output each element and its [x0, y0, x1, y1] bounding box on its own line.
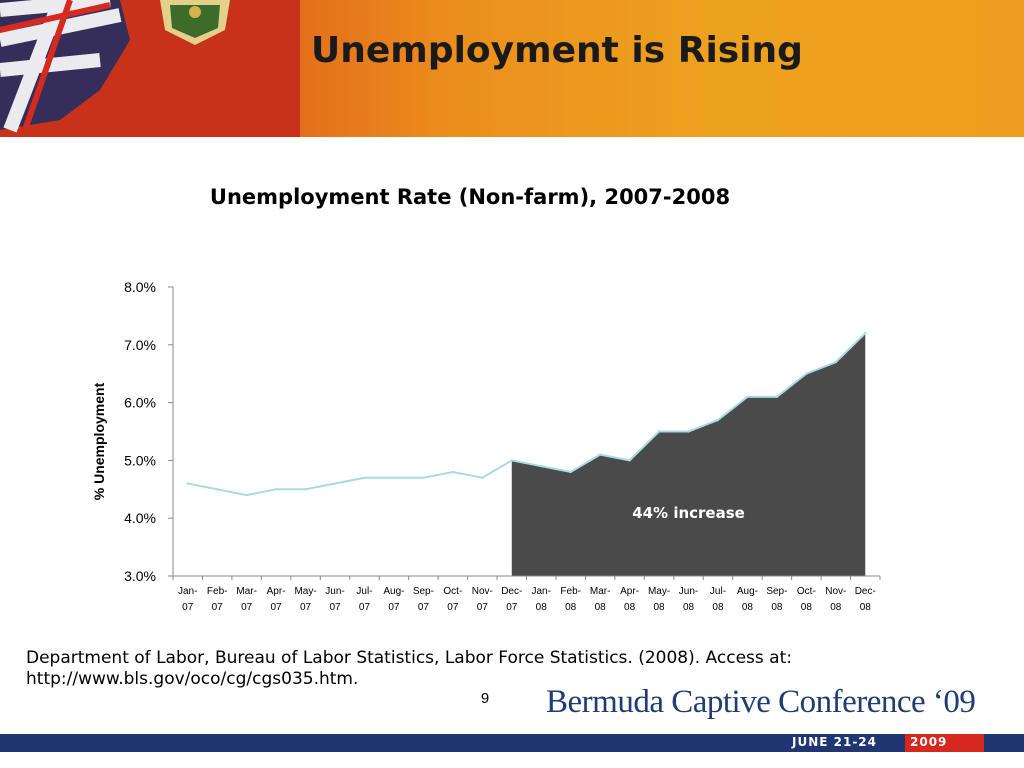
- data-point: [245, 493, 248, 497]
- x-tick-label-year: 08: [860, 602, 872, 613]
- x-tick-label-year: 07: [447, 602, 459, 613]
- y-tick-label: 7.0%: [124, 337, 156, 353]
- x-tick-label-year: 07: [329, 602, 341, 613]
- increase-area: [511, 333, 866, 576]
- x-tick-label: Aug-: [383, 586, 404, 597]
- x-tick-label: Sep-: [766, 586, 787, 597]
- y-tick-label: 3.0%: [124, 568, 156, 584]
- data-point: [510, 459, 513, 462]
- x-tick-label-year: 08: [742, 602, 754, 613]
- data-point: [864, 332, 867, 335]
- data-point: [628, 459, 631, 462]
- citation-line-2: http://www.bls.gov/oco/cg/cgs035.htm.: [26, 669, 359, 689]
- chart-title: Unemployment Rate (Non-farm), 2007-2008: [209, 185, 731, 209]
- page-number: 9: [480, 690, 490, 707]
- conference-dates: JUNE 21-24: [792, 735, 878, 749]
- data-point: [215, 488, 219, 491]
- bermuda-flag-image: [0, 0, 300, 137]
- citation-line-1: Department of Labor, Bureau of Labor Sta…: [26, 648, 792, 668]
- x-tick-label-year: 08: [801, 602, 813, 613]
- x-tick-label: Nov-: [825, 586, 846, 597]
- x-tick-label-year: 08: [654, 602, 666, 613]
- data-point: [392, 476, 396, 479]
- data-point: [540, 464, 543, 468]
- x-tick-label-year: 08: [712, 602, 724, 613]
- unemployment-chart: 3.0% 4.0% 5.0% 6.0% 7.0% 8.0% Jan- 07 Feb- 07 Mar-…: [91, 279, 881, 613]
- x-tick-label: May-: [648, 586, 670, 597]
- x-tick-label-year: 07: [388, 602, 400, 613]
- data-point: [775, 395, 779, 399]
- x-tick-label: Feb-: [560, 586, 581, 597]
- y-tick-label: 6.0%: [124, 395, 156, 411]
- x-tick-label-year: 07: [241, 602, 253, 613]
- x-tick-label-year: 08: [595, 602, 607, 613]
- x-tick-label: Dec-: [855, 586, 876, 597]
- y-tick-label: 8.0%: [124, 279, 156, 295]
- conference-year: 2009: [910, 735, 948, 749]
- unemployment-line: [187, 332, 866, 497]
- data-point: [598, 453, 602, 456]
- x-tick-label: Jul-: [710, 586, 726, 597]
- x-tick-label: Apr-: [620, 586, 639, 597]
- x-tick-label-year: 08: [771, 602, 783, 613]
- x-tick-label: Jan-: [532, 586, 551, 597]
- y-axis-title: % Unemployment: [91, 382, 107, 500]
- data-point: [481, 476, 484, 479]
- x-tick-label: Feb-: [207, 586, 228, 597]
- x-tick-label-year: 07: [506, 602, 518, 613]
- footer-strip: [0, 752, 1024, 768]
- x-tick-label-year: 08: [624, 602, 636, 613]
- x-tick-label-year: 07: [182, 602, 194, 613]
- x-tick-label: Sep-: [413, 586, 434, 597]
- x-tick-label-year: 07: [477, 602, 489, 613]
- data-point: [422, 476, 425, 479]
- data-point: [716, 418, 720, 422]
- x-tick-label-year: 07: [271, 602, 283, 613]
- source-citation: Department of Labor, Bureau of Labor Sta…: [26, 648, 906, 690]
- data-point: [451, 470, 455, 474]
- x-tick-label: May-: [294, 586, 316, 597]
- data-point: [186, 482, 189, 485]
- x-tick-label-year: 07: [359, 602, 371, 613]
- data-point: [805, 372, 808, 375]
- x-tick-label: Aug-: [737, 586, 758, 597]
- x-tick-label: Jun-: [325, 586, 344, 597]
- y-tick-label: 5.0%: [124, 452, 156, 468]
- x-tick-label-year: 08: [683, 602, 695, 613]
- x-tick-label: Oct-: [443, 586, 462, 597]
- x-tick-label-year: 07: [212, 602, 224, 613]
- data-point: [687, 430, 690, 433]
- x-tick-label: Nov-: [472, 586, 493, 597]
- x-tick-label-year: 07: [418, 602, 430, 613]
- data-point: [363, 476, 366, 479]
- x-tick-label-year: 08: [565, 602, 577, 613]
- x-tick-label: Dec-: [501, 586, 522, 597]
- x-tick-label: Jul-: [356, 586, 372, 597]
- data-point: [657, 430, 661, 433]
- data-point: [746, 395, 749, 399]
- x-tick-label: Oct-: [797, 586, 816, 597]
- footer-year-block: [905, 734, 984, 752]
- x-tick-label-year: 08: [830, 602, 842, 613]
- conference-logo: Bermuda Captive Conference ‘09: [546, 684, 976, 720]
- x-tick-label: Jan-: [178, 586, 197, 597]
- footer-bar: [0, 734, 1024, 752]
- x-tick-label: Mar-: [590, 586, 611, 597]
- x-tick-label-year: 07: [300, 602, 312, 613]
- page-title: Unemployment is Rising: [311, 30, 803, 71]
- header-banner: Unemployment is Rising: [0, 0, 1024, 137]
- data-point: [304, 488, 307, 491]
- increase-label: 44% increase: [632, 504, 745, 522]
- x-tick-label-year: 08: [536, 602, 548, 613]
- data-point: [834, 360, 838, 364]
- data-point: [569, 470, 572, 474]
- x-tick-label: Apr-: [267, 586, 286, 597]
- x-tick-label: Mar-: [236, 586, 257, 597]
- y-tick-label: 4.0%: [124, 510, 156, 526]
- data-point: [333, 482, 337, 485]
- data-point: [274, 488, 278, 491]
- x-tick-label: Jun-: [679, 586, 698, 597]
